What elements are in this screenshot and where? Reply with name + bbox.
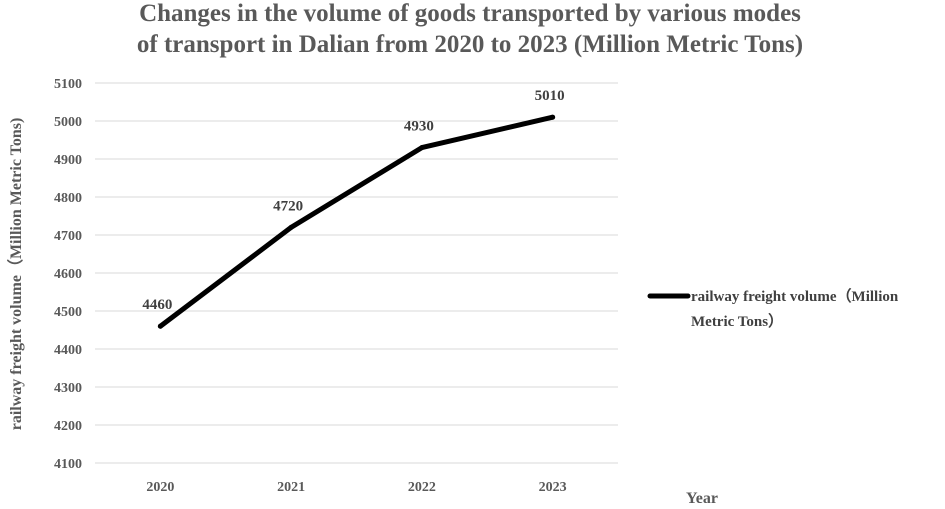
x-tick-label: 2021 bbox=[277, 480, 305, 495]
x-tick-label: 2020 bbox=[146, 480, 174, 495]
data-label: 4930 bbox=[404, 119, 434, 135]
y-tick-label: 4700 bbox=[54, 229, 82, 244]
data-point bbox=[157, 323, 163, 329]
legend-label-line-2: Metric Tons） bbox=[691, 312, 783, 330]
y-tick-label: 4800 bbox=[54, 191, 82, 206]
data-point bbox=[419, 145, 425, 151]
y-tick-label: 4100 bbox=[54, 457, 82, 472]
y-tick-label: 4600 bbox=[54, 267, 82, 282]
data-point bbox=[550, 114, 556, 120]
series-layer bbox=[157, 114, 556, 329]
x-axis-tick-labels: 2020 2021 2022 2023 bbox=[146, 480, 566, 495]
chart-title-line-2: of transport in Dalian from 2020 to 2023… bbox=[137, 31, 803, 58]
data-point bbox=[288, 224, 294, 230]
y-tick-label: 4400 bbox=[54, 343, 82, 358]
x-tick-label: 2022 bbox=[408, 480, 436, 495]
y-tick-label: 4200 bbox=[54, 419, 82, 434]
y-axis-title: railway freight volume（Million Metric To… bbox=[7, 118, 25, 431]
y-tick-label: 4900 bbox=[54, 153, 82, 168]
data-label: 4720 bbox=[273, 198, 303, 214]
legend-label-line-1: railway freight volume（Million bbox=[691, 287, 899, 305]
y-tick-label: 5000 bbox=[54, 115, 82, 130]
chart-title: Changes in the volume of goods transport… bbox=[137, 0, 803, 58]
y-axis-tick-labels: 4100 4200 4300 4400 4500 4600 4700 4800 4900 5000… bbox=[54, 77, 82, 472]
data-label: 5010 bbox=[535, 88, 565, 104]
x-tick-label: 2023 bbox=[539, 480, 567, 495]
gridlines bbox=[95, 82, 618, 464]
x-axis-title: Year bbox=[686, 490, 718, 507]
y-tick-label: 5100 bbox=[54, 77, 82, 92]
data-labels: 4460 4720 4930 5010 bbox=[142, 88, 564, 313]
y-tick-label: 4300 bbox=[54, 381, 82, 396]
series-line-railway-freight-volume bbox=[157, 114, 556, 329]
legend: railway freight volume（Million Metric To… bbox=[647, 287, 899, 330]
y-tick-label: 4500 bbox=[54, 305, 82, 320]
data-label: 4460 bbox=[142, 297, 172, 313]
chart-title-line-1: Changes in the volume of goods transport… bbox=[139, 0, 801, 27]
